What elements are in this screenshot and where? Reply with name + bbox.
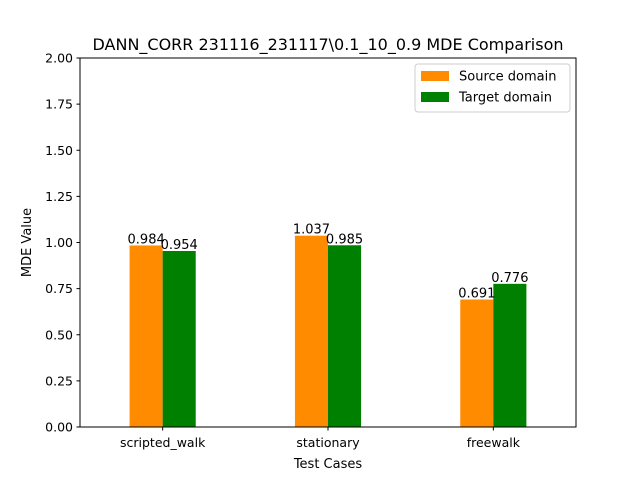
legend: Source domain Target domain [414, 63, 571, 113]
x-tick-label-1: stationary [296, 435, 360, 450]
y-tick-label-8: 2.00 [45, 51, 73, 66]
plot-frame [79, 57, 577, 428]
x-axis-label: Test Cases [293, 457, 363, 472]
bar-1-2 [493, 283, 527, 427]
bar-1-0 [162, 250, 196, 427]
chart-title: DANN_CORR 231116_231117\0.1_10_0.9 MDE C… [92, 35, 563, 55]
data-label-0-2: 0.691 [458, 287, 495, 302]
x-tick-label-0: scripted_walk [120, 435, 206, 450]
y-tick-label-2: 0.50 [45, 327, 73, 342]
y-axis: 0.00 0.25 0.50 0.75 1.00 1.25 1.50 1.75 2.00 [45, 51, 80, 435]
legend-entry-1: Target domain [458, 91, 552, 106]
legend-swatch-0 [421, 71, 449, 81]
legend-entry-0: Source domain [459, 70, 556, 85]
data-label-1-1: 0.985 [326, 232, 363, 247]
data-label-0-0: 0.984 [128, 232, 165, 247]
data-label-1-0: 0.954 [161, 238, 198, 253]
bar-0-1 [294, 235, 328, 427]
y-tick-label-6: 1.50 [45, 143, 73, 158]
bar-0-2 [460, 299, 494, 427]
data-label-1-2: 0.776 [491, 271, 528, 286]
bars-group [129, 235, 527, 427]
bar-1-1 [328, 245, 362, 427]
y-tick-label-1: 0.25 [45, 373, 73, 388]
x-tick-label-2: freewalk [467, 435, 521, 450]
data-labels-group: 0.984 1.037 0.691 0.954 0.985 0.776 [128, 223, 529, 302]
y-tick-label-7: 1.75 [45, 97, 73, 112]
legend-swatch-1 [421, 92, 449, 102]
y-tick-label-4: 1.00 [45, 235, 73, 250]
bar-0-0 [129, 245, 163, 427]
y-tick-label-5: 1.25 [45, 189, 73, 204]
y-tick-label-3: 0.75 [45, 281, 73, 296]
legend-box [414, 63, 571, 113]
data-label-0-1: 1.037 [293, 223, 330, 238]
x-axis: scripted_walk stationary freewalk [120, 427, 521, 450]
y-axis-label: MDE Value [20, 208, 35, 277]
y-tick-label-0: 0.00 [45, 420, 73, 435]
